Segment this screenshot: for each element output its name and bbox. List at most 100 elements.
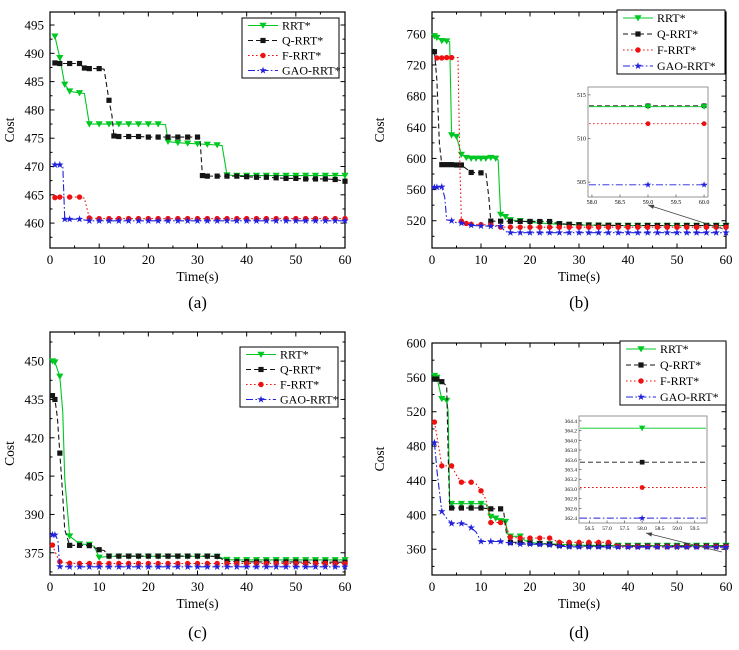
axis-tick-labels: 0 10 20 30 40 50 60 360 400 440 480 520 560 600 xyxy=(407,336,733,595)
subplot-c-chart: 0 10 20 30 40 50 60 375 390 405 420 435 450 Cost Time(… xyxy=(2,331,352,642)
y-tick-label: 465 xyxy=(25,187,45,202)
x-axis-label: Time(s) xyxy=(558,269,600,284)
legend-item-rrt: RRT* xyxy=(248,19,311,33)
x-tick-label: 40 xyxy=(622,252,635,267)
legend-item-f-rrt: F-RRT* xyxy=(246,378,319,392)
series-gao-rrt xyxy=(48,530,349,570)
inset-y-tick-label: 363.8 xyxy=(565,448,578,454)
legend-item-rrt: RRT* xyxy=(246,348,309,362)
subplot-b: 0 10 20 30 40 50 60 520 560 600 640 680 720 760 Cost Ti… xyxy=(370,0,739,325)
x-tick-label: 60 xyxy=(339,252,352,267)
x-tick-label: 30 xyxy=(573,252,586,267)
legend: RRT*Q-RRT*F-RRT*GAO-RRT* xyxy=(619,340,727,406)
legend-item-label: Q-RRT* xyxy=(657,27,698,41)
x-tick-label: 50 xyxy=(671,252,684,267)
x-tick-label: 30 xyxy=(191,579,204,594)
legend-item-label: GAO-RRT* xyxy=(282,64,341,78)
y-tick-label: 390 xyxy=(25,507,45,522)
inset-x-tick-label: 60.0 xyxy=(699,200,710,206)
inset-arrowhead xyxy=(646,532,653,537)
inset-frame xyxy=(578,415,708,524)
inset-y-tick-label: 505 xyxy=(577,180,586,186)
inset-y-tick-label: 362.8 xyxy=(565,497,578,503)
inset-y-tick-label: 363.2 xyxy=(565,477,578,483)
y-tick-label: 480 xyxy=(407,439,427,454)
legend-item-label: RRT* xyxy=(657,11,686,25)
x-tick-label: 0 xyxy=(429,252,436,267)
legend-item-f-rrt: F-RRT* xyxy=(626,374,699,388)
x-tick-label: 10 xyxy=(93,252,106,267)
series-f-rrt xyxy=(49,542,348,567)
series-q-rrt xyxy=(52,60,348,184)
subplot-d-chart: 0 10 20 30 40 50 60 360 400 440 480 520 560 600 Cost Ti… xyxy=(372,336,733,643)
y-tick-label: 490 xyxy=(25,46,45,61)
inset-y-tick-label: 364.2 xyxy=(565,429,578,435)
legend-item-gao-rrt: GAO-RRT* xyxy=(246,393,339,407)
y-tick-label: 435 xyxy=(25,392,45,407)
y-tick-label: 440 xyxy=(407,473,427,488)
x-tick-label: 20 xyxy=(524,579,537,594)
inset-arrow xyxy=(647,204,724,230)
series-q-rrt-line xyxy=(51,395,345,563)
legend-item-q-rrt: Q-RRT* xyxy=(623,27,698,41)
legend-item-label: RRT* xyxy=(280,348,309,362)
y-tick-label: 420 xyxy=(25,430,45,445)
series-gao-rrt xyxy=(430,182,730,236)
x-tick-label: 10 xyxy=(475,252,488,267)
y-tick-label: 560 xyxy=(407,182,427,197)
x-axis-label: Time(s) xyxy=(558,596,600,611)
y-tick-label: 470 xyxy=(25,159,45,174)
inset-x-tick-label: 57.5 xyxy=(620,526,630,532)
legend: RRT*Q-RRT*F-RRT*GAO-RRT* xyxy=(241,17,341,79)
legend-item-q-rrt: Q-RRT* xyxy=(246,363,321,377)
inset-x-tick-label: 56.5 xyxy=(585,526,595,532)
x-tick-label: 30 xyxy=(573,579,586,594)
inset-y-tick-label: 364.4 xyxy=(565,419,578,425)
inset-x-tick-label: 57.0 xyxy=(602,526,612,532)
legend-item-label: Q-RRT* xyxy=(280,363,321,377)
legend-item-f-rrt: F-RRT* xyxy=(623,43,696,57)
legend-item-label: F-RRT* xyxy=(280,378,319,392)
y-tick-label: 460 xyxy=(25,216,45,231)
y-tick-label: 520 xyxy=(407,404,427,419)
inset-y-tick-label: 363.4 xyxy=(565,468,578,474)
y-axis-label: Cost xyxy=(372,117,387,142)
y-tick-label: 485 xyxy=(25,74,45,89)
inset-y-tick-label: 362.4 xyxy=(565,516,578,522)
x-tick-label: 50 xyxy=(289,252,302,267)
legend: RRT*Q-RRT*F-RRT*GAO-RRT* xyxy=(616,9,726,75)
zoom-inset: 56.5 57.0 57.5 58.0 58.5 59.0 59.5 362.4 362.6 36… xyxy=(565,415,708,532)
y-tick-label: 720 xyxy=(407,57,427,72)
y-tick-label: 600 xyxy=(407,151,427,166)
x-tick-label: 0 xyxy=(429,579,436,594)
y-tick-label: 760 xyxy=(407,26,427,41)
inset-x-tick-label: 58.5 xyxy=(615,200,626,206)
legend-box xyxy=(239,346,339,408)
inset-y-tick-label: 510 xyxy=(577,137,586,143)
legend-item-gao-rrt: GAO-RRT* xyxy=(248,64,341,78)
x-tick-label: 20 xyxy=(524,252,537,267)
x-tick-label: 50 xyxy=(289,579,302,594)
zoom-inset: 58.0 58.5 59.0 59.5 60.0 505 510 515 xyxy=(577,86,710,206)
subplot-caption: (d) xyxy=(569,623,589,642)
axes xyxy=(49,12,346,248)
legend-item-f-rrt: F-RRT* xyxy=(248,49,321,63)
inset-y-tick-label: 364.0 xyxy=(565,438,578,444)
series-rrt-line xyxy=(434,375,726,547)
subplot-b-chart: 0 10 20 30 40 50 60 520 560 600 640 680 720 760 Cost Ti… xyxy=(372,9,733,312)
legend-item-label: F-RRT* xyxy=(657,43,696,57)
y-tick-label: 480 xyxy=(25,102,45,117)
x-tick-label: 20 xyxy=(142,252,155,267)
inset-y-tick-label: 362.6 xyxy=(565,506,578,512)
x-tick-label: 60 xyxy=(339,579,352,594)
inset-x-tick-label: 58.5 xyxy=(655,526,665,532)
subplot-c: 0 10 20 30 40 50 60 375 390 405 420 435 450 Cost Time(… xyxy=(0,325,370,650)
y-tick-label: 520 xyxy=(407,213,427,228)
axis-tick-labels: 0 10 20 30 40 50 60 520 560 600 640 680 720 760 xyxy=(407,26,733,267)
y-tick-label: 560 xyxy=(407,370,427,385)
x-tick-label: 60 xyxy=(720,579,733,594)
series-gao-rrt xyxy=(430,438,730,551)
inset-x-tick-label: 59.5 xyxy=(690,526,700,532)
legend-item-label: GAO-RRT* xyxy=(660,390,719,404)
inset-x-tick-label: 59.0 xyxy=(672,526,682,532)
